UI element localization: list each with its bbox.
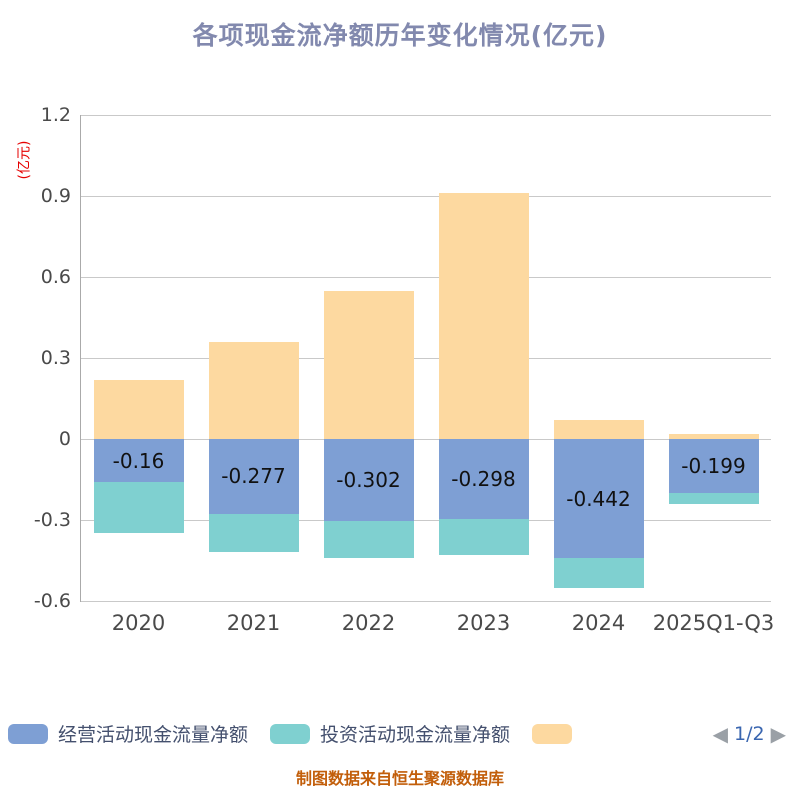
pager-page-indicator: 1/2 xyxy=(734,722,765,745)
bar-segment xyxy=(323,290,414,439)
bar-segment xyxy=(323,439,414,521)
legend-swatch-operating xyxy=(8,723,48,744)
legend-item-investing: 投资活动现金流量净额 xyxy=(270,720,510,747)
pager-next-icon[interactable]: ▶ xyxy=(770,721,786,746)
y-tick-label: 1.2 xyxy=(40,104,71,126)
bar-segment xyxy=(93,482,184,534)
bar-segment xyxy=(93,379,184,439)
bar-segment xyxy=(438,439,529,520)
legend-label-operating: 经营活动现金流量净额 xyxy=(58,724,249,746)
bar-value-label: -0.442 xyxy=(566,486,631,511)
y-tick-label: 0.6 xyxy=(40,266,71,288)
bar-segment xyxy=(208,513,299,552)
y-tick-label: -0.3 xyxy=(33,509,71,531)
legend: 经营活动现金流量净额 投资活动现金流量净额 ◀ 1/2 ▶ xyxy=(0,720,800,747)
gridline xyxy=(81,520,771,521)
y-tick-label: 0.9 xyxy=(40,185,71,207)
y-tick-label: 0.3 xyxy=(40,347,71,369)
gridline xyxy=(81,439,771,440)
bar-segment xyxy=(553,420,644,439)
legend-swatch-third xyxy=(532,723,573,744)
gridline xyxy=(81,601,771,602)
chart-title: 各项现金流净额历年变化情况(亿元) xyxy=(192,21,608,50)
pager-prev-icon[interactable]: ◀ xyxy=(712,721,729,746)
bar-value-label: -0.277 xyxy=(221,464,286,489)
y-tick-label: 0 xyxy=(58,428,71,450)
bar-segment xyxy=(323,520,414,559)
gridline xyxy=(81,196,771,197)
bar-segment xyxy=(93,439,184,483)
gridline xyxy=(81,277,771,278)
bar-segment xyxy=(553,439,644,559)
bar-segment xyxy=(553,558,644,589)
bar-segment xyxy=(438,519,529,555)
bar-segment xyxy=(438,193,529,439)
legend-pager: ◀ 1/2 ▶ xyxy=(713,723,786,745)
x-axis-label: 2022 xyxy=(341,611,396,635)
bar-value-label: -0.298 xyxy=(451,467,516,492)
source-note: 制图数据来自恒生聚源数据库 xyxy=(295,769,504,788)
legend-label-investing: 投资活动现金流量净额 xyxy=(320,724,511,746)
x-axis-label: 2025Q1-Q3 xyxy=(652,611,775,635)
gridline xyxy=(81,358,771,359)
legend-item-third xyxy=(532,723,582,744)
x-axis-label: 2021 xyxy=(226,611,281,635)
x-axis-label: 2023 xyxy=(456,611,511,635)
bar-segment xyxy=(668,492,759,504)
y-tick-label: -0.6 xyxy=(33,590,71,612)
x-axis-label: 2020 xyxy=(111,611,166,635)
bar-segment xyxy=(668,439,759,493)
bar-value-label: -0.302 xyxy=(336,467,401,492)
legend-swatch-investing xyxy=(270,723,311,744)
bar-value-label: -0.16 xyxy=(112,448,165,473)
y-axis-unit-label: (亿元) xyxy=(16,140,33,180)
bar-value-label: -0.199 xyxy=(681,453,746,478)
plot-area: 1.2 0.9 0.6 0.3 0 -0.3 -0.6 -0.16 -0.277 -0.302 -0… xyxy=(34,104,774,635)
bar-segment xyxy=(208,341,299,439)
bar-segment xyxy=(668,433,759,439)
bar-segment xyxy=(208,439,299,514)
legend-item-operating: 经营活动现金流量净额 xyxy=(8,720,248,747)
gridline xyxy=(81,115,771,116)
x-axis-label: 2024 xyxy=(571,611,626,635)
